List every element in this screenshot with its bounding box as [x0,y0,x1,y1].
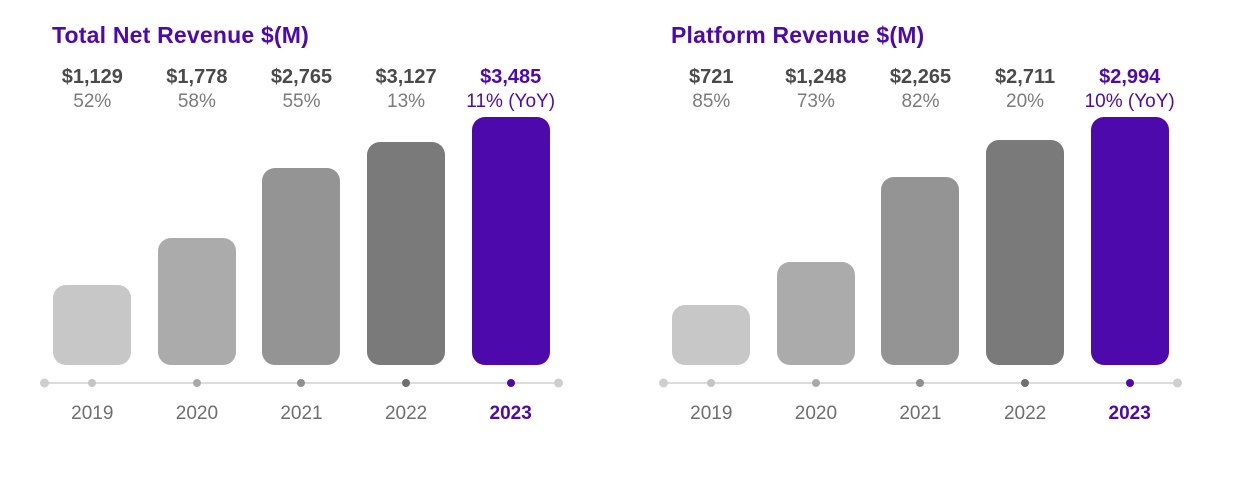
bar-2022 [367,142,446,365]
bar-2022 [986,140,1065,365]
bar-label-block: $2,765 55% [271,63,332,114]
chart-panel-platform-revenue: Platform Revenue $(M) $721 85% $1,248 73% $2… [659,20,1182,482]
timeline-dot-cell [145,377,250,389]
year-label-2019: 2019 [690,403,733,424]
growth-label: 10% (YoY) [1084,91,1175,112]
year-label-2021: 2021 [899,403,942,424]
value-label: $1,778 [166,66,228,88]
bar-2021 [262,168,341,365]
bar-2020 [157,238,236,365]
year-label-2023: 2023 [489,403,532,424]
year-label-2019: 2019 [71,403,114,424]
timeline-endcap-left [40,378,49,388]
bar-2020 [776,262,855,365]
year-labels: 2019 2020 2021 2022 2023 [659,403,1182,425]
bar-label-block: $2,711 20% [995,63,1055,114]
year-label-2020: 2020 [175,403,219,424]
year-label-2020: 2020 [794,403,838,424]
timeline-dot-cell [659,377,764,389]
growth-label: 82% [901,91,940,112]
growth-label: 58% [177,91,216,112]
growth-label: 73% [796,91,835,112]
bar-2019 [672,305,751,365]
value-label: $1,248 [785,66,847,88]
value-label: $2,765 [270,66,333,88]
timeline-dot-cell [1077,377,1182,389]
timeline-dot-cell [458,377,563,389]
timeline-endcap-right [1173,378,1182,388]
bar-2019 [53,285,132,365]
timeline-dot-2021 [297,379,306,387]
value-label: $2,994 [1099,66,1161,88]
value-label: $721 [689,66,734,88]
timeline-endcap-right [554,378,563,388]
year-label-2023: 2023 [1108,403,1151,424]
timeline-dot-2022 [402,379,411,387]
bar-label-block: $1,248 73% [785,63,846,114]
bar-plot: $1,129 52% $1,778 58% $2,765 55% $3,127 13% $3,4… [40,63,563,365]
value-label: $1,129 [61,66,123,88]
bar-2023 [471,117,550,365]
bar-column-2021: $2,765 55% [249,63,354,365]
timeline-dot-2020 [192,379,201,387]
bar-column-2022: $2,711 20% [973,63,1078,365]
bar-column-2023: $3,485 11% (YoY) [458,63,563,365]
timeline-dot-2019 [707,379,716,387]
value-label: $3,127 [375,66,437,88]
timeline-dot-2021 [916,379,925,387]
year-label-2021: 2021 [280,403,323,424]
bar-label-block: $721 85% [689,63,734,114]
chart-panel-total-net-revenue: Total Net Revenue $(M) $1,129 52% $1,778 58… [40,20,563,482]
year-label-2022: 2022 [1003,403,1047,424]
timeline-endcap-left [659,378,668,388]
bar-label-block: $1,778 58% [166,63,227,114]
chart-title: Total Net Revenue $(M) [52,22,310,48]
chart-title: Platform Revenue $(M) [671,22,925,48]
bar-column-2023: $2,994 10% (YoY) [1077,63,1182,365]
bar-label-block: $3,127 13% [375,63,436,114]
growth-label: 52% [73,91,112,112]
year-label-2022: 2022 [384,403,428,424]
growth-label: 55% [282,91,321,112]
bar-column-2021: $2,265 82% [868,63,973,365]
timeline-dot-2023 [506,379,515,387]
timeline-dot-cell [868,377,973,389]
bar-column-2019: $1,129 52% [40,63,145,365]
timeline-dot-2020 [811,379,820,387]
bar-column-2020: $1,778 58% [145,63,250,365]
growth-label: 85% [692,91,731,112]
growth-label: 13% [387,91,426,112]
bar-label-block: $2,265 82% [890,63,951,114]
timeline-axis [659,377,1182,389]
growth-label: 20% [1006,91,1045,112]
value-label: $3,485 [480,66,542,88]
bar-plot: $721 85% $1,248 73% $2,265 82% $2,711 20% $2,994… [659,63,1182,365]
bar-column-2020: $1,248 73% [764,63,869,365]
timeline-dot-2022 [1021,379,1030,387]
timeline-dot-cell [40,377,145,389]
timeline-dot-2019 [88,379,97,387]
timeline-dots [659,377,1182,389]
bar-label-block: $3,485 11% (YoY) [466,63,555,114]
timeline-dot-cell [973,377,1078,389]
bar-2021 [881,177,960,365]
timeline-dot-cell [354,377,459,389]
timeline-axis [40,377,563,389]
bar-label-block: $1,129 52% [62,63,123,114]
timeline-dot-2023 [1125,379,1134,387]
growth-label: 11% (YoY) [466,91,556,112]
year-labels: 2019 2020 2021 2022 2023 [40,403,563,425]
bar-label-block: $2,994 10% (YoY) [1085,63,1175,114]
value-label: $2,265 [889,66,952,88]
timeline-dots [40,377,563,389]
bar-column-2019: $721 85% [659,63,764,365]
timeline-dot-cell [249,377,354,389]
bar-column-2022: $3,127 13% [354,63,459,365]
timeline-dot-cell [764,377,869,389]
bar-2023 [1090,117,1169,365]
value-label: $2,711 [995,66,1056,88]
